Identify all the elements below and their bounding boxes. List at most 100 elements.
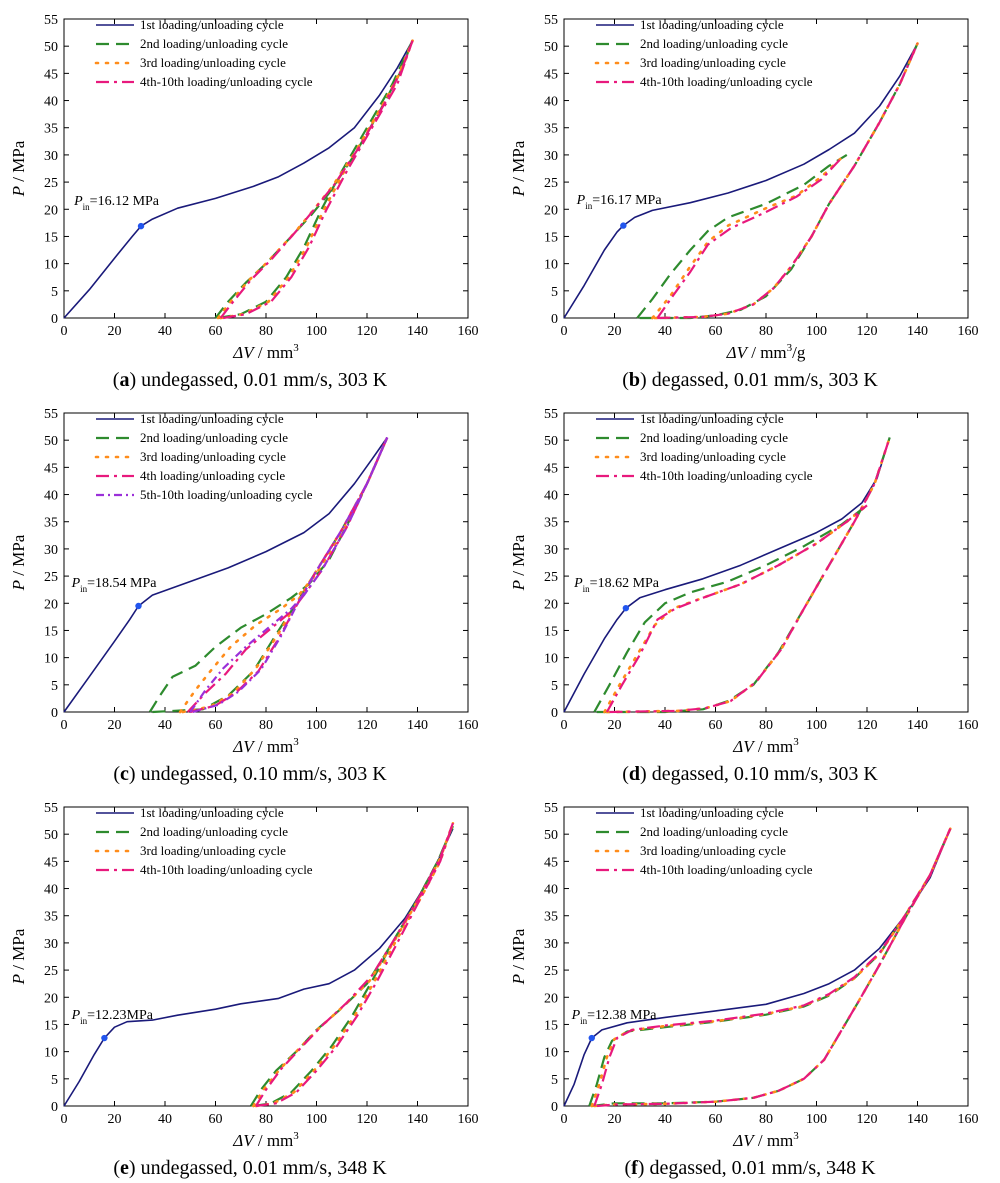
series-line-1 [563,437,891,713]
caption-a: (a) undegassed, 0.01 mm/s, 303 K [112,369,388,391]
y-tick-label: 10 [44,258,58,273]
pin-marker [137,222,145,230]
legend-label-1: 1st loading/unloading cycle [140,17,284,32]
y-tick-label: 10 [544,258,558,273]
x-tick-label: 20 [108,718,122,733]
pin-annotation: Pin=16.17 MPa [576,193,663,211]
y-tick-label: 20 [544,203,558,218]
legend-label-4: 4th loading/unloading cycle [140,468,285,483]
x-tick-label: 160 [458,718,479,733]
series-line-4 [656,156,843,319]
legend-label-2: 2nd loading/unloading cycle [640,824,788,839]
pin-annotation: Pin=12.38 MPa [571,1008,658,1026]
legend-label-1: 1st loading/unloading cycle [640,411,784,426]
x-tick-label: 60 [709,718,723,733]
y-tick-label: 5 [51,285,58,300]
x-tick-label: 40 [658,1112,672,1127]
y-tick-label: 0 [551,312,558,327]
y-tick-label: 10 [544,652,558,667]
series-line-2 [214,40,414,319]
y-tick-label: 50 [44,828,58,843]
x-axis-label: ΔV / mm3 [232,342,299,362]
y-tick-label: 20 [544,597,558,612]
x-axis-label: ΔV / mm3/g [726,342,806,362]
y-tick-label: 15 [544,230,558,245]
legend-label-1: 1st loading/unloading cycle [640,805,784,820]
series-line-4 [605,504,868,713]
y-tick-label: 0 [551,706,558,721]
legend-label-3: 3rd loading/unloading cycle [140,843,286,858]
x-tick-label: 100 [806,718,827,733]
y-tick-label: 25 [544,964,558,979]
chart-a: 0 20 40 60 80 100 120 140 160 0 5 10 15 20 25 30 35 40 45 5… [9,13,479,362]
y-tick-label: 0 [51,1100,58,1115]
y-tick-label: 35 [544,122,558,137]
y-tick-label: 40 [44,95,58,110]
legend-label-4: 4th-10th loading/unloading cycle [640,74,813,89]
series-line-3 [216,39,414,320]
y-tick-label: 30 [544,149,558,164]
y-tick-label: 40 [44,883,58,898]
caption-c: (c) undegassed, 0.10 mm/s, 303 K [113,763,387,785]
x-tick-label: 60 [709,324,723,339]
y-axis-label: P / MPa [9,534,28,591]
chart-b: 0 20 40 60 80 100 120 140 160 0 5 10 15 20 25 30 35 40 45 5… [509,13,979,362]
legend-label-4: 4th-10th loading/unloading cycle [640,862,813,877]
y-tick-label: 35 [544,516,558,531]
x-tick-label: 120 [357,718,378,733]
series-line-5 [189,437,389,713]
series-line-4-branch [190,437,389,714]
legend-label-1: 1st loading/unloading cycle [140,805,284,820]
y-tick-label: 15 [44,230,58,245]
series-line-4-branch [255,822,454,1108]
y-tick-label: 45 [544,855,558,870]
pin-annotation: Pin=12.23MPa [71,1008,154,1026]
x-tick-label: 140 [407,718,428,733]
x-tick-label: 80 [259,1112,273,1127]
pin-annotation: Pin=18.62 MPa [573,576,660,594]
x-tick-label: 120 [857,1112,878,1127]
x-tick-label: 40 [158,718,172,733]
series-line-3-branch [181,436,389,714]
x-tick-label: 0 [61,1112,68,1127]
series-line-4-branch [596,828,952,1108]
caption-d: (d) degassed, 0.10 mm/s, 303 K [622,763,878,785]
x-tick-label: 160 [958,718,979,733]
x-tick-label: 160 [958,324,979,339]
y-tick-label: 40 [544,883,558,898]
x-tick-label: 120 [357,1112,378,1127]
x-tick-label: 120 [357,324,378,339]
x-tick-label: 100 [306,1112,327,1127]
y-tick-label: 5 [51,1073,58,1088]
legend-label-4: 4th-10th loading/unloading cycle [140,74,313,89]
y-tick-label: 35 [544,910,558,925]
pin-marker [101,1034,108,1042]
pin-annotation: Pin=16.12 MPa [73,194,160,212]
series-line-1 [63,40,414,319]
x-tick-label: 80 [759,324,773,339]
y-tick-label: 35 [44,516,58,531]
panel-e: 0 20 40 60 80 100 120 140 160 0 5 10 15 20 25 30 35 40 45 5… [0,788,500,1182]
y-axis-label: P / MPa [509,534,528,591]
x-tick-label: 40 [658,718,672,733]
x-tick-label: 140 [407,1112,428,1127]
x-tick-label: 40 [658,324,672,339]
x-tick-label: 0 [61,718,68,733]
legend-label-4: 4th-10th loading/unloading cycle [140,862,313,877]
y-axis-label: P / MPa [509,140,528,197]
y-tick-label: 50 [544,434,558,449]
y-tick-label: 0 [51,312,58,327]
x-tick-label: 80 [259,718,273,733]
y-tick-label: 55 [44,407,58,422]
legend-label-3: 3rd loading/unloading cycle [140,55,286,70]
chart-f: 0 20 40 60 80 100 120 140 160 0 5 10 15 20 25 30 35 40 45 5… [509,801,979,1150]
x-axis-label: ΔV / mm3 [732,736,799,756]
x-tick-label: 20 [608,1112,622,1127]
y-tick-label: 40 [544,489,558,504]
y-tick-label: 30 [44,937,58,952]
y-tick-label: 10 [544,1046,558,1061]
y-tick-label: 25 [44,964,58,979]
chart-c: 0 20 40 60 80 100 120 140 160 0 5 10 15 20 25 30 35 40 45 5… [9,407,479,756]
x-tick-label: 0 [561,718,568,733]
y-tick-label: 5 [551,285,558,300]
